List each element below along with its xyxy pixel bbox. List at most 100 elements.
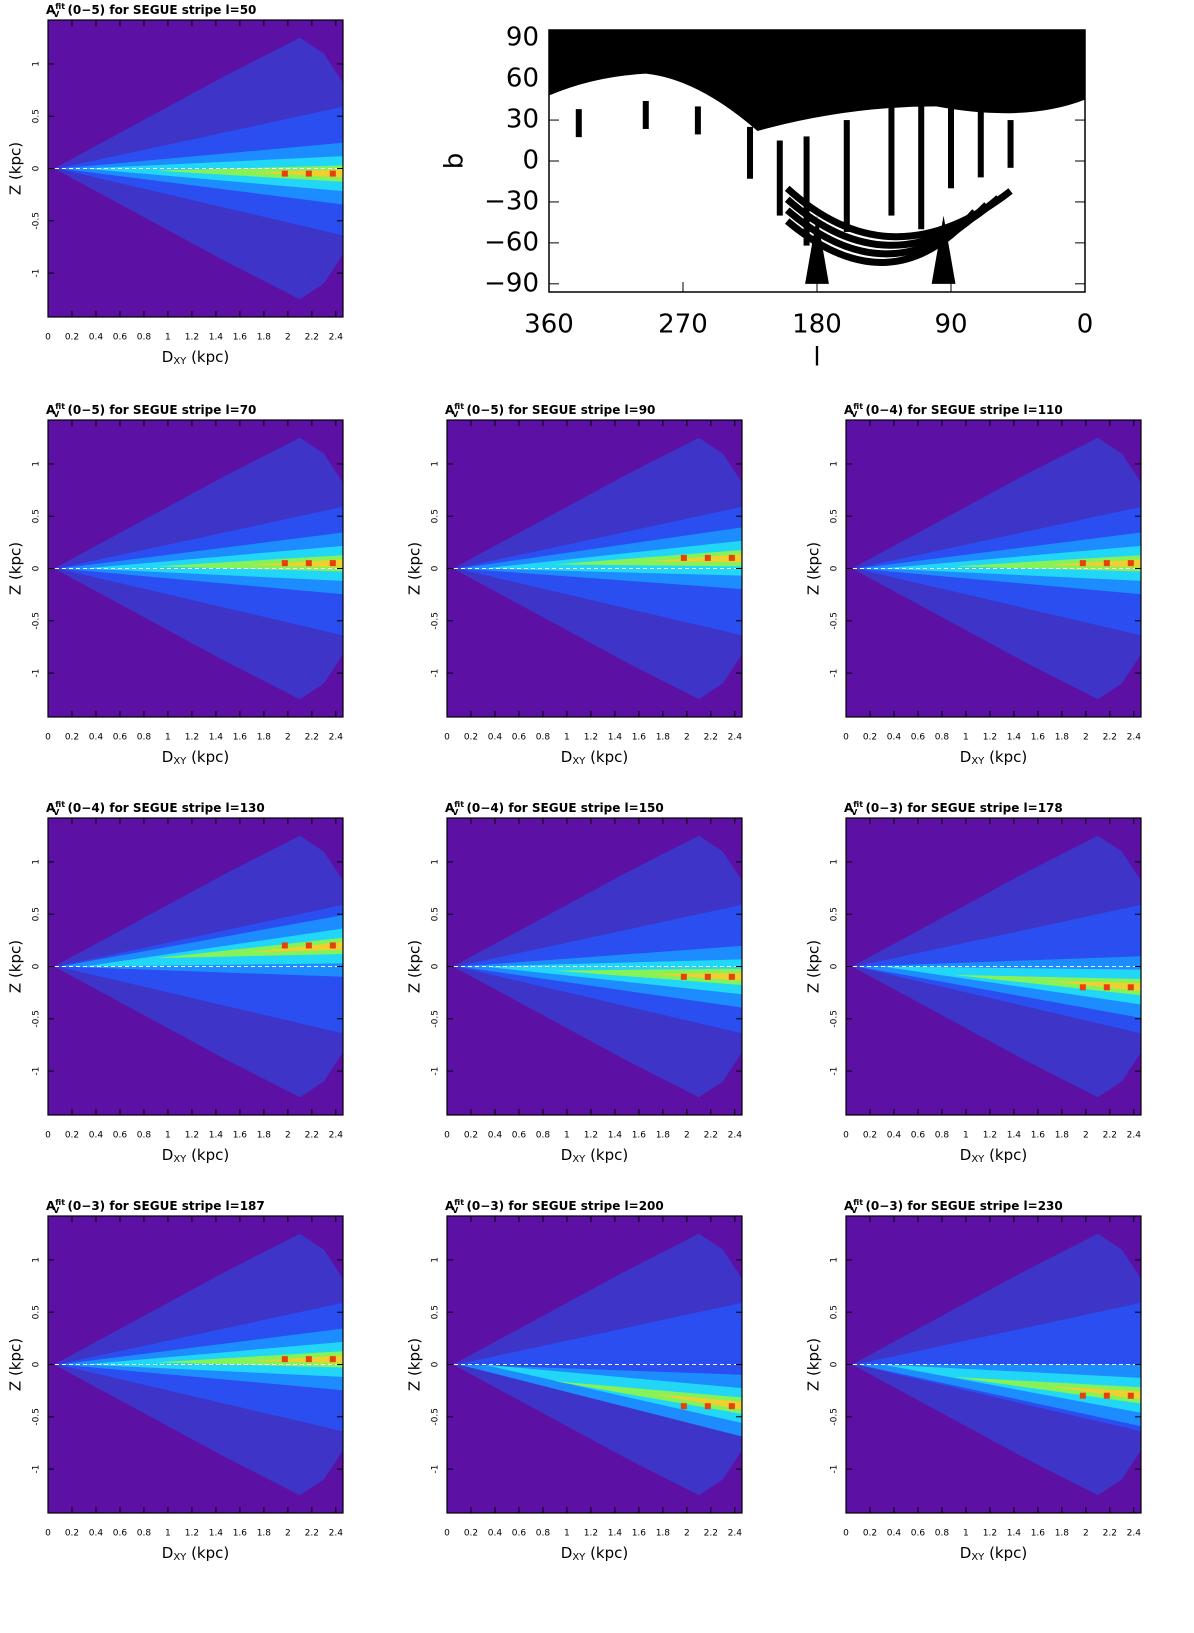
x-tick-label: 90 [934,310,967,340]
title-text: (0−3) for SEGUE stripe l=230 [861,1199,1062,1213]
x-tick-label: 0.6 [911,733,926,743]
y-tick-label: 0 [431,565,441,571]
stripe [918,90,925,230]
x-tick-label: 0 [843,1131,849,1141]
band-green [155,165,343,182]
hot-cell [305,560,312,567]
title-sup: fit [853,1198,863,1207]
y-axis-label: Z (kpc) [7,142,25,195]
hot-cell [1103,1392,1110,1399]
title-text: (0−3) for SEGUE stripe l=200 [462,1199,663,1213]
title-sup: fit [454,800,464,809]
title-text: (0−5) for SEGUE stripe l=70 [63,403,256,417]
band-yellow [251,169,343,178]
panel-title: Afit V (0−3) for SEGUE stripe l=187 [46,1198,265,1215]
x-tick-label: 2.2 [1103,1131,1117,1141]
title-sub: V [851,1206,858,1215]
x-tick-label: 1.2 [584,1131,598,1141]
x-axis-label: DXY (kpc) [960,748,1027,768]
x-label-text: (kpc) [186,1146,229,1164]
title-sup: fit [853,800,863,809]
y-axis-label: Z (kpc) [406,1338,424,1391]
x-tick-label: 0.6 [911,1131,926,1141]
x-tick-label: 1.2 [584,733,598,743]
x-tick-label: 2.4 [329,333,344,343]
x-tick-label: 0.2 [65,733,79,743]
y-tick-label: -1 [431,669,441,678]
y-tick-label: 0.5 [431,1305,441,1319]
x-tick-label: 1.2 [185,733,199,743]
plot-frame [47,419,344,718]
stripe [803,136,810,246]
title-sup: fit [55,402,65,411]
x-axis-label: DXY (kpc) [162,748,229,768]
x-tick-label: 0.4 [89,733,104,743]
hot-cell [305,942,312,949]
y-tick-label: 0.5 [32,907,42,921]
x-tick-label: 2 [285,333,291,343]
y-tick-label: -1 [431,1067,441,1076]
x-label-text: (kpc) [585,748,628,766]
x-label-symbol: D [960,1544,972,1562]
x-tick-label: 1.6 [233,333,248,343]
x-tick-label: 2 [1083,1131,1089,1141]
y-tick-label: 1 [32,61,42,67]
title-sup: fit [853,402,863,411]
plot-frame [845,817,1142,1116]
x-tick-label: 2 [285,1131,291,1141]
y-axis-label: b [440,153,470,170]
x-tick-label: 180 [792,310,842,340]
heatmap [48,1216,343,1513]
x-tick-label: 0.4 [488,1131,503,1141]
x-tick-label: 2 [684,1131,690,1141]
band-yellow [251,1355,343,1364]
y-tick-label: 0.5 [32,109,42,123]
band-green [155,555,343,572]
x-tick-label: 2 [285,1529,291,1539]
title-sub: V [452,410,459,419]
x-tick-label: 1 [165,333,171,343]
hot-cell [1079,560,1086,567]
stripe [694,106,701,135]
band-yellow [251,559,343,568]
plot-frame [446,1215,743,1514]
x-tick-label: 0 [444,1131,450,1141]
x-tick-label: 1.4 [1007,1529,1022,1539]
y-tick-label: -0.5 [830,612,840,630]
y-tick-label: -0.5 [830,1408,840,1426]
x-tick-label: 0.6 [113,733,128,743]
heatmap [48,818,343,1115]
x-tick-label: 0.4 [887,733,902,743]
x-tick-label: 1.2 [185,333,199,343]
band-yellow [1049,981,1141,992]
band-cyan [482,959,742,995]
title-text: (0−5) for SEGUE stripe l=90 [462,403,655,417]
x-tick-label: 2.4 [728,1131,743,1141]
y-tick-label: 1 [431,1257,441,1263]
x-tick-label: 0.6 [113,333,128,343]
title-text: (0−4) for SEGUE stripe l=130 [63,801,264,815]
x-tick-label: 1.2 [584,1529,598,1539]
hot-cell [1127,560,1134,567]
panel-title: Afit V (0−4) for SEGUE stripe l=130 [46,800,265,817]
x-tick-label: 0.2 [464,1529,478,1539]
y-tick-label: −60 [484,227,539,257]
title-sub: V [452,808,459,817]
band-green [953,555,1141,572]
x-tick-label: 2.4 [329,1529,344,1539]
stripe-fan [931,215,956,284]
title-sub: V [53,1206,60,1215]
title-symbol: A [46,3,56,17]
heatmap [447,1216,742,1513]
x-tick-label: 1.6 [632,1529,647,1539]
x-axis-label: l [813,343,820,373]
band-green [554,550,742,567]
title-sup: fit [55,2,65,11]
x-tick-label: 1.8 [257,333,272,343]
x-tick-label: 0.4 [488,1529,503,1539]
x-tick-label: 0 [843,733,849,743]
hot-cell [305,170,312,177]
hot-cell [1103,560,1110,567]
x-label-symbol: D [162,1544,174,1562]
title-text: (0−4) for SEGUE stripe l=150 [462,801,663,815]
